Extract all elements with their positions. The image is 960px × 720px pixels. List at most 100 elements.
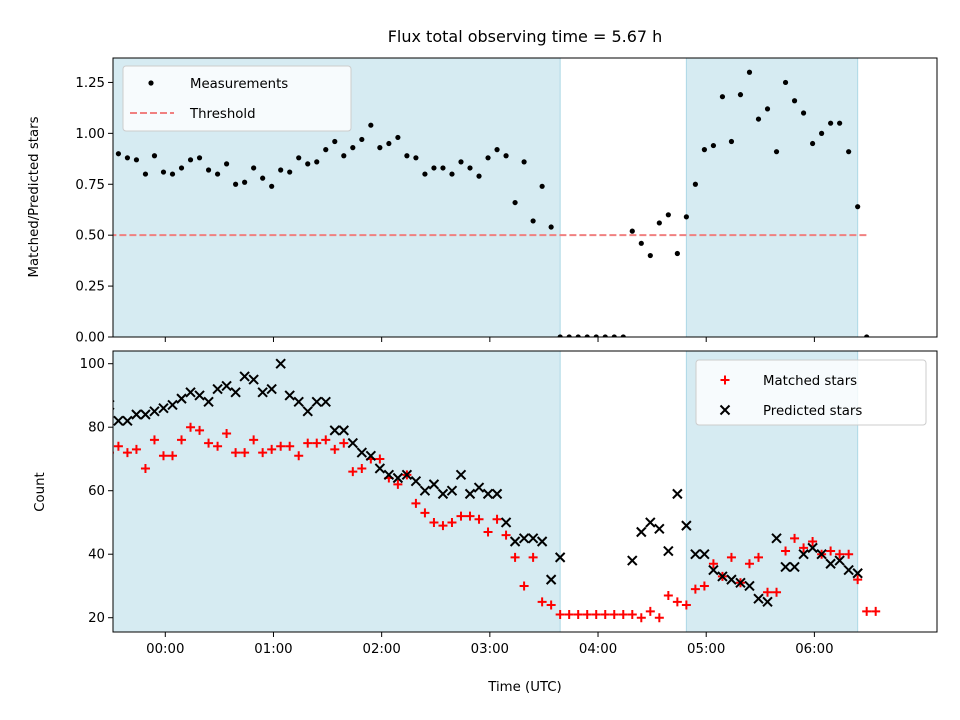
predicted-star-point [329,425,340,436]
measurement-point [764,106,771,112]
measurement-point [142,171,149,177]
measurement-point [737,92,744,98]
predicted-star-point [645,517,656,528]
matched-star-point [853,575,863,585]
measurement-point [855,204,861,210]
measurement-point [395,134,401,141]
predicted-star-point [275,358,286,369]
measurement-point [296,155,302,161]
bottom-y-tick-label: 20 [88,611,105,626]
top-shaded-interval [685,58,859,337]
chart-title: Flux total observing time = 5.67 h [388,27,663,46]
measurement-point [566,334,572,337]
matched-star-point [808,537,818,547]
measurement-point [819,130,825,136]
top-panel: 0.00 0.25 0.50 0.75 1.00 1.25 Measurements Thre… [75,57,938,346]
matched-star-point [753,552,763,562]
bottom-series-x [113,358,863,608]
bottom-y-tick-label: 60 [88,484,105,499]
predicted-star-point [545,574,557,585]
predicted-star-point [365,450,377,461]
measurement-point [539,183,545,189]
measurement-point [305,161,311,167]
legend-box [695,359,927,426]
measurement-point [728,138,735,145]
top-y-axis-label: Matched/Predicted stars [27,116,42,277]
measurement-point [133,157,140,163]
top-legend: Measurements Threshold [122,65,352,132]
top-axes-frame [112,57,938,338]
matched-star-point [772,587,782,597]
measurement-point [115,151,122,157]
measurement-point [440,165,446,171]
predicted-star-point [518,533,530,544]
predicted-star-point [780,561,791,573]
predicted-star-point [176,393,187,404]
measurement-point [431,165,437,171]
measurement-point [656,220,662,226]
matched-star-point [474,514,484,524]
legend-matched-label: Matched stars [763,374,857,389]
measurement-point [620,334,626,337]
measurement-point [557,334,563,337]
matched-star-point [303,438,313,448]
measurement-point [846,149,852,155]
measurement-point [828,120,834,126]
predicted-star-point [663,545,674,557]
measurement-point [242,179,248,185]
predicted-star-point [527,533,539,544]
measurement-point [160,169,167,175]
predicted-star-point [753,593,764,604]
matched-star-point [546,600,556,610]
predicted-star-point [726,574,737,585]
predicted-star-point [771,533,782,544]
measurement-point [791,98,798,104]
measurement-point [233,181,239,187]
predicted-star-point [509,536,521,547]
measurement-point [467,165,473,171]
matched-star-point [726,552,736,562]
measurement-point [287,169,293,175]
matched-star-point [285,441,295,451]
measurement-point [178,165,185,171]
predicted-star-point [122,415,133,427]
bottom-x-tick-label: 06:00 [795,642,833,657]
matched-star-point [375,454,385,464]
legend-measurements-marker [148,80,154,86]
measurement-point [719,94,726,100]
matched-star-point [447,517,457,527]
matched-star-point [348,467,358,477]
predicted-star-point [311,396,322,408]
matched-star-point [158,451,168,461]
measurement-point [647,252,653,259]
predicted-star-point [158,402,169,414]
predicted-star-point [320,396,331,408]
matched-star-point [663,590,673,600]
measurement-point [638,240,644,246]
measurement-point [809,140,816,147]
matched-star-point [411,498,421,508]
bottom-y-tick-label: 80 [88,421,105,436]
top-y-tick-label: 1.00 [75,127,105,142]
top-y-tick-label: 0.25 [75,280,105,295]
predicted-star-point [266,383,277,395]
matched-star-point [330,444,340,454]
predicted-star-point [257,387,268,398]
predicted-star-point [338,425,349,436]
matched-star-point [501,530,511,540]
matched-star-point [204,438,214,448]
measurement-point [530,218,536,224]
matched-star-point [321,435,331,445]
measurement-point [377,145,383,151]
predicted-star-point [491,488,503,500]
matched-star-point [573,610,583,620]
measurement-point [521,159,527,165]
matched-star-point [393,479,403,489]
measurement-point [665,212,671,218]
matched-star-point [826,546,836,556]
predicted-star-point [852,568,863,579]
predicted-star-point [410,475,422,487]
predicted-star-point [401,469,413,481]
matched-star-point [122,448,132,458]
measurement-point [864,334,870,337]
